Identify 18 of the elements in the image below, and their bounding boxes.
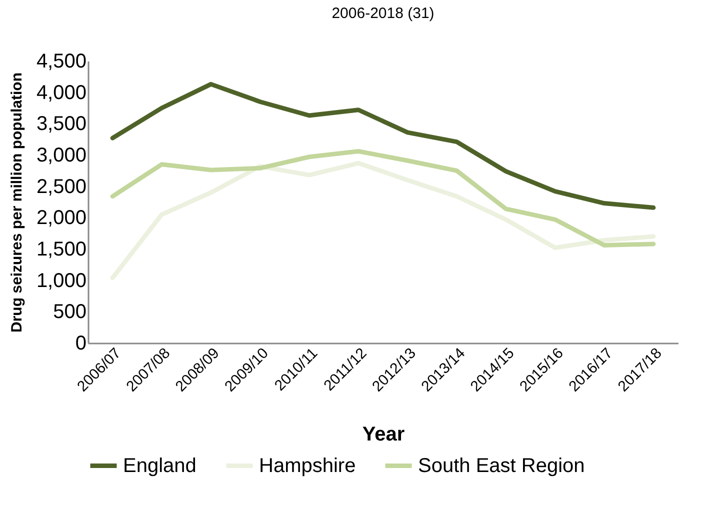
chart-title: 2006-2018 (31) xyxy=(332,5,434,22)
y-tick-label: 2,500 xyxy=(36,176,86,198)
legend-label: Hampshire xyxy=(259,454,356,477)
legend-label: England xyxy=(123,454,196,477)
y-tick-label: 2,000 xyxy=(36,207,86,230)
line-series xyxy=(110,148,656,248)
line-series xyxy=(110,82,656,210)
y-tick-label: 3,000 xyxy=(36,144,86,166)
y-tick-label: 500 xyxy=(53,301,86,324)
x-axis-title: Year xyxy=(362,423,405,446)
y-tick-label: 4,500 xyxy=(36,50,86,72)
y-tick-label: 3,500 xyxy=(36,113,86,136)
legend-label: South East Region xyxy=(418,454,585,477)
line-series xyxy=(110,160,656,280)
y-tick-label: 4,000 xyxy=(36,82,86,104)
y-axis-title: Drug seizures per million population xyxy=(8,72,26,333)
y-tick-label: 1,500 xyxy=(36,238,86,260)
y-tick-label: 1,000 xyxy=(36,270,86,292)
